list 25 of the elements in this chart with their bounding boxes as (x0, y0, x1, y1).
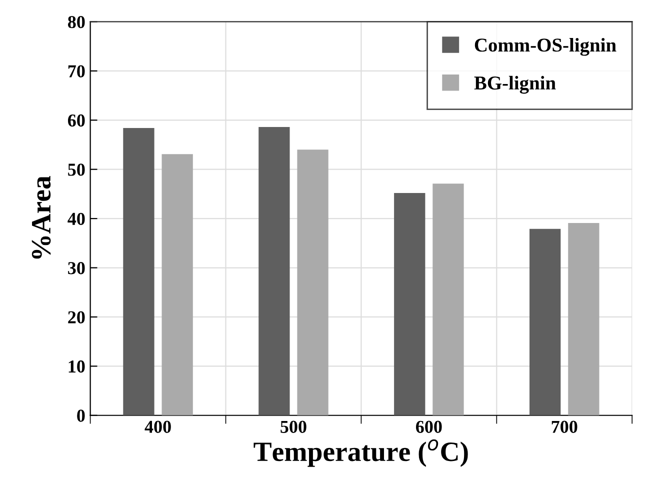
y-tick-label: 0 (77, 410, 85, 422)
y-tick-label: 50 (68, 164, 85, 176)
bar (432, 184, 464, 416)
y-axis-title: %Area (32, 176, 51, 259)
bar (297, 150, 328, 416)
bar (123, 128, 154, 416)
y-tick-label: 60 (68, 114, 85, 127)
bar (568, 222, 600, 416)
legend-label: Comm-OS-lignin (474, 38, 616, 56)
bar (258, 127, 290, 416)
y-tick-label: 30 (68, 262, 85, 274)
bar (529, 228, 561, 416)
y-tick-label: 10 (68, 360, 85, 373)
x-tick-label: 700 (552, 420, 578, 433)
y-tick-label: 80 (68, 16, 85, 28)
y-tick-label: 40 (68, 212, 85, 225)
y-tick-label: 70 (68, 65, 85, 78)
x-tick-label: 400 (144, 420, 171, 433)
x-tick-label: 600 (416, 420, 442, 433)
bar (162, 154, 193, 416)
x-tick-label: 500 (280, 420, 306, 433)
y-tick-label: 20 (68, 311, 85, 324)
x-axis-title: Temperature ($^{o}$C) (254, 439, 468, 467)
legend-label: BG-lignin (474, 76, 556, 94)
bar (394, 192, 426, 416)
